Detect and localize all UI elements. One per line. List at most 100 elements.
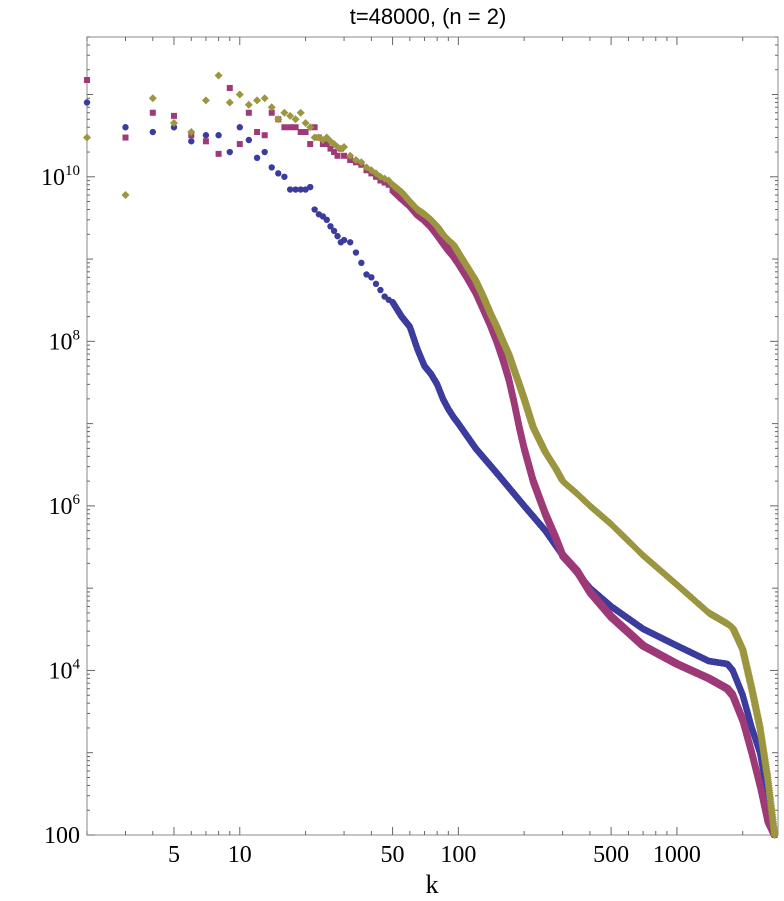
y-tick-label: 106: [49, 492, 81, 520]
data-point: [334, 232, 341, 240]
data-point: [311, 206, 318, 213]
series-diamond: [83, 71, 779, 839]
data-point: [311, 124, 318, 131]
data-point: [202, 132, 210, 139]
data-point: [201, 96, 210, 105]
data-point: [254, 129, 261, 136]
data-point: [236, 124, 243, 131]
data-point: [149, 109, 156, 116]
data-point: [301, 119, 310, 128]
data-point: [286, 186, 294, 193]
data-point: [352, 249, 360, 256]
data-point: [253, 154, 261, 162]
data-point: [340, 143, 349, 152]
data-point: [245, 136, 253, 144]
data-point: [148, 94, 157, 103]
data-point: [267, 103, 276, 112]
data-point: [268, 109, 275, 116]
data-point: [244, 100, 253, 109]
data-point: [310, 133, 319, 142]
x-axis-label: k: [426, 870, 439, 899]
data-point: [323, 141, 330, 148]
data-point: [236, 141, 243, 148]
data-point: [357, 158, 366, 167]
data-point: [346, 151, 355, 160]
data-point: [292, 186, 299, 193]
x-tick-label: 1000: [653, 842, 701, 868]
data-point: [225, 98, 234, 107]
data-point: [261, 132, 268, 139]
data-point: [149, 128, 156, 136]
data-point: [275, 170, 282, 177]
data-point: [260, 94, 269, 103]
data-point: [245, 109, 252, 116]
data-point: [291, 115, 300, 124]
data-point: [169, 119, 178, 128]
data-point: [287, 124, 294, 131]
data-point: [226, 148, 233, 156]
data-point: [83, 99, 91, 106]
data-point: [323, 216, 330, 224]
data-point: [188, 138, 195, 145]
data-point: [170, 112, 177, 119]
data-point: [331, 149, 338, 156]
series-circle: [83, 99, 778, 839]
x-tick-label: 5: [168, 842, 180, 868]
data-point: [372, 280, 380, 288]
y-tick-label: 100: [44, 823, 80, 849]
y-tick-labels: 100 104 106 108 1010: [41, 163, 81, 849]
axis-ticks: [86, 36, 778, 836]
x-tick-label: 500: [593, 842, 629, 868]
data-point: [297, 186, 304, 193]
data-point: [319, 141, 326, 148]
data-point: [170, 124, 178, 131]
y-tick-label: 104: [49, 656, 81, 684]
data-point: [215, 132, 222, 139]
data-point: [235, 90, 244, 99]
data-point: [377, 286, 384, 294]
data-point: [202, 138, 209, 145]
x-tick-label: 100: [440, 842, 476, 868]
data-point: [334, 152, 341, 159]
data-point: [122, 134, 129, 141]
data-point: [770, 831, 779, 839]
data-point: [363, 271, 370, 278]
data-point: [226, 84, 233, 91]
data-point: [384, 176, 393, 185]
data-point: [253, 96, 262, 105]
data-point: [292, 124, 299, 131]
data-point: [307, 141, 314, 148]
x-tick-label: 10: [228, 842, 252, 868]
y-tick-label: 108: [49, 327, 81, 355]
data-point: [215, 150, 222, 157]
plot-frame: [86, 36, 779, 836]
x-tick-label: 50: [381, 842, 405, 868]
data-point: [281, 173, 288, 180]
data-point: [346, 239, 354, 246]
data-point: [286, 111, 295, 120]
data-point: [368, 274, 375, 281]
data-point: [280, 108, 289, 117]
data-point: [358, 259, 365, 267]
x-tick-labels: 5 10 50 100 500 1000: [168, 842, 701, 868]
data-point: [330, 227, 338, 235]
series-layer: [83, 71, 779, 839]
data-point: [341, 152, 348, 159]
chart-title: t=48000, (n = 2): [350, 4, 507, 29]
data-point: [327, 145, 334, 152]
data-point: [296, 108, 305, 117]
data-point: [214, 71, 223, 80]
data-point: [327, 223, 334, 230]
data-point: [306, 123, 315, 132]
series-square: [84, 77, 778, 838]
data-point: [347, 156, 354, 163]
data-point: [268, 164, 275, 171]
data-point: [274, 115, 283, 124]
data-point: [122, 124, 129, 131]
data-point: [307, 183, 314, 191]
data-point: [84, 77, 90, 84]
data-point: [83, 133, 91, 142]
data-point: [297, 129, 304, 136]
y-tick-label: 1010: [41, 163, 80, 191]
